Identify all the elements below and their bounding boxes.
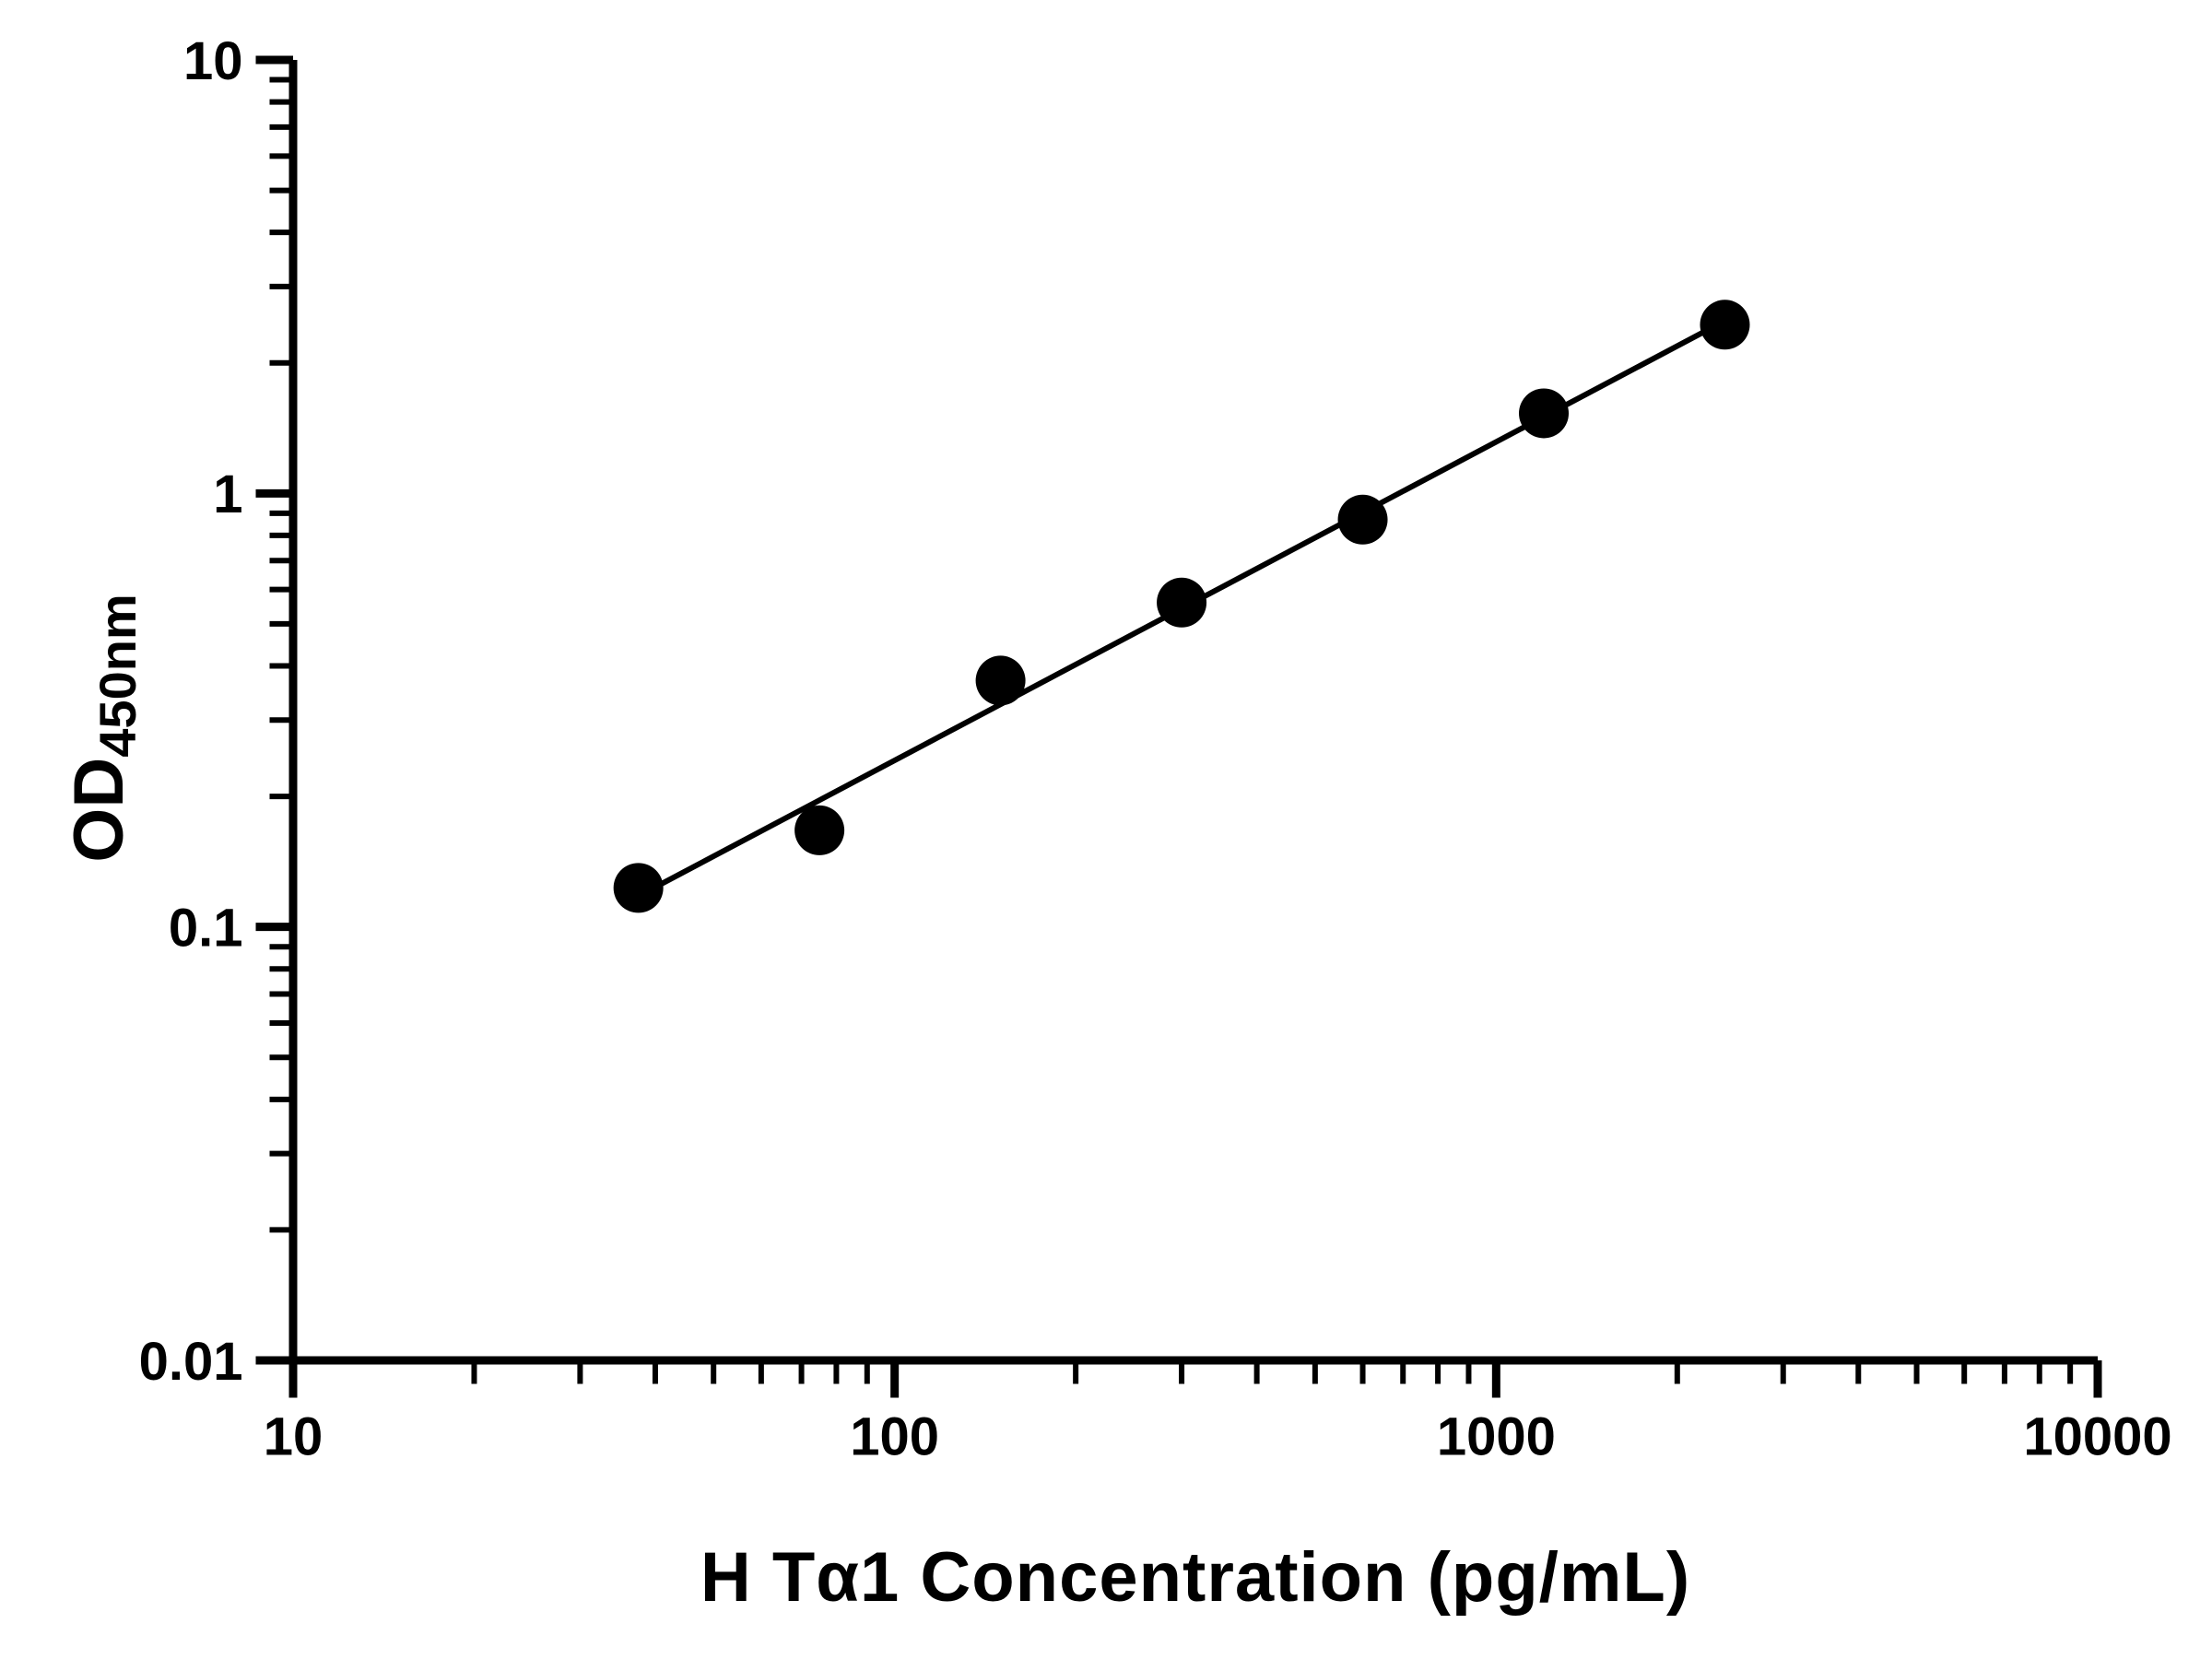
axis-spines <box>288 60 2098 1365</box>
x-tick-label: 10000 <box>2023 1407 2171 1467</box>
y-axis-title-subscript: 450nm <box>88 594 147 758</box>
data-point <box>794 805 845 855</box>
y-tick-label: 0.01 <box>139 1332 243 1392</box>
y-axis-title-main: OD <box>60 757 138 863</box>
x-tick-label: 1000 <box>1437 1407 1556 1467</box>
data-point <box>1337 494 1388 545</box>
x-tick-label: 10 <box>264 1407 324 1467</box>
data-point <box>1519 388 1570 439</box>
y-tick-label: 1 <box>213 465 242 524</box>
data-point <box>1157 577 1207 628</box>
data-point <box>613 863 664 913</box>
y-axis-title: OD450nm <box>59 594 147 862</box>
y-tick-label: 0.1 <box>169 899 243 959</box>
y-tick-label: 10 <box>183 31 243 91</box>
data-point <box>975 655 1026 706</box>
data-point <box>1700 300 1750 350</box>
x-tick-label: 100 <box>850 1407 939 1467</box>
x-axis-title: H Tα1 Concentration (pg/mL) <box>700 1538 1691 1617</box>
